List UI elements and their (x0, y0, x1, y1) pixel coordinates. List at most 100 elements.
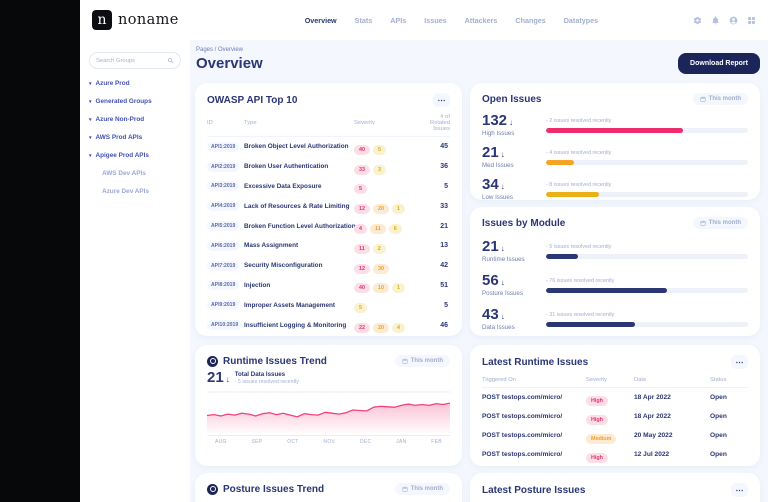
download-report-button[interactable]: Download Report (678, 53, 760, 74)
severity-badge-med: 11 (370, 224, 386, 235)
bell-icon[interactable] (711, 16, 720, 25)
posture-trend-period-button[interactable]: This month (394, 483, 450, 495)
stat-row: 132 ↓ High Issues - 2 issues resolved recen… (482, 113, 748, 137)
apps-icon[interactable] (747, 16, 756, 25)
x-tick-label: OCT (287, 439, 299, 445)
table-row[interactable]: API9:2019 Improper Assets Management 5 5 (207, 295, 450, 315)
runtime-trend-icon (207, 355, 218, 367)
row-total: 46 (440, 321, 448, 329)
sidebar-item-azure-dev-apis[interactable]: ▾Azure Dev APIs (102, 188, 181, 195)
sidebar-item-apigee-prod-apis[interactable]: ▾ Apigee Prod APIs (89, 152, 181, 159)
row-status: Open (710, 394, 727, 401)
severity-badge-high: 22 (354, 323, 370, 334)
down-arrow-icon: ↓ (509, 118, 514, 127)
latest-runtime-menu-button[interactable]: ⋯ (731, 355, 748, 369)
severity-badge-high: 33 (354, 164, 370, 175)
table-row[interactable]: API1:2019 Broken Object Level Authorizati… (207, 137, 450, 157)
left-letterbox (0, 0, 80, 502)
runtime-trend-period-button[interactable]: This month (394, 355, 450, 367)
period-label: This month (708, 96, 741, 102)
severity-badge-low: 1 (392, 283, 405, 294)
latest-posture-menu-button[interactable]: ⋯ (731, 483, 748, 497)
severity-badge-high: 4 (354, 224, 367, 235)
table-row[interactable]: POST testops.com/micro/High 18 Apr 2022 Op… (482, 407, 748, 426)
sidebar-item-azure-non-prod[interactable]: ▾ Azure Non-Prod (89, 116, 181, 123)
row-total: 5 (444, 301, 448, 309)
table-row[interactable]: API10:2019 Insufficient Logging & Monitor… (207, 315, 450, 335)
issues-by-module-stats: 21 ↓ Runtime Issues - 5 issues resolved rec… (482, 239, 748, 331)
table-row[interactable]: API4:2019 Lack of Resources & Rate Limiti… (207, 196, 450, 216)
row-status: Open (710, 451, 727, 458)
table-row[interactable]: API8:2019 Injection 40 10 1 51 (207, 276, 450, 296)
search-groups-input[interactable] (96, 57, 167, 64)
row-id-badge: API6:2019 (207, 240, 240, 251)
row-id-badge: API8:2019 (207, 280, 240, 291)
nav-issues[interactable]: Issues (424, 15, 447, 25)
runtime-trend-card: Runtime Issues Trend This month (195, 345, 462, 466)
sidebar-item-label: AWS Prod APIs (95, 134, 143, 141)
severity-badge-high: 40 (354, 144, 370, 155)
issues-by-module-card: Issues by Module This month (470, 207, 760, 336)
severity-badge-low: 6 (388, 224, 402, 235)
table-row[interactable]: POST testops.com/micro/Medium 20 May 2022… (482, 426, 748, 445)
posture-trend-card: Posture Issues Trend This month (195, 473, 462, 502)
table-row[interactable]: API5:2019 Broken Function Level Authoriza… (207, 216, 450, 236)
sidebar-item-azure-prod[interactable]: ▾ Azure Prod (89, 80, 181, 87)
col-status: Status (710, 377, 727, 383)
table-row[interactable]: API6:2019 Mass Assignment 11 2 13 (207, 236, 450, 256)
main-content: Pages / Overview Overview Download Repor… (190, 40, 768, 502)
sidebar-item-label: AWS Dev APIs (102, 170, 146, 177)
row-date: 12 Jul 2022 (634, 451, 670, 458)
sidebar-groups: ▾ Azure Prod ▾ Generated Groups ▾ Azure Non-P… (89, 80, 181, 195)
nav-attackers[interactable]: Attackers (464, 15, 498, 25)
gear-icon[interactable] (693, 16, 702, 25)
row-total: 42 (440, 262, 448, 270)
stat-label: High Issues (482, 130, 515, 137)
sidebar-item-aws-prod-apis[interactable]: ▾ AWS Prod APIs (89, 134, 181, 141)
nav-apis[interactable]: APIs (390, 15, 407, 25)
row-severity-badges: 4 11 6 (354, 217, 428, 235)
latest-posture-title: Latest Posture Issues (482, 484, 586, 496)
down-arrow-icon: ↓ (225, 375, 230, 384)
issues-by-module-period-button[interactable]: This month (692, 217, 748, 229)
user-icon[interactable] (729, 16, 738, 25)
severity-badge-low: 4 (392, 323, 405, 334)
nav-stats[interactable]: Stats (354, 15, 373, 25)
table-row[interactable]: API3:2019 Excessive Data Exposure 5 5 (207, 177, 450, 197)
open-issues-period-button[interactable]: This month (692, 93, 748, 105)
nav-datatypes[interactable]: Datatypes (563, 15, 599, 25)
search-groups-box[interactable] (89, 52, 181, 69)
stat-row: 21 ↓ Med Issues - 4 issues resolved recentl… (482, 145, 748, 169)
down-arrow-icon: ↓ (500, 244, 505, 253)
caret-down-icon: ▾ (89, 116, 92, 123)
row-type: Broken Function Level Authorization (244, 222, 356, 230)
severity-badge-low: 5 (354, 303, 367, 314)
stat-count: 43 ↓ (482, 306, 505, 323)
progress-track (546, 192, 748, 197)
caret-down-icon: ▾ (89, 152, 92, 159)
row-type: Excessive Data Exposure (244, 182, 322, 190)
row-total: 51 (440, 281, 448, 289)
table-row[interactable]: POST testops.com/micro/High 12 Jul 2022 Op… (482, 445, 748, 464)
row-id-badge: API10:2019 (207, 320, 243, 331)
table-row[interactable]: POST testops.com/micro/High 18 Apr 2022 Op… (482, 388, 748, 407)
owasp-menu-button[interactable]: ⋯ (433, 93, 450, 107)
period-label: This month (410, 486, 443, 492)
row-total: 33 (440, 202, 448, 210)
sidebar-item-generated-groups[interactable]: ▾ Generated Groups (89, 98, 181, 105)
progress-track (546, 254, 748, 259)
sidebar-item-aws-dev-apis[interactable]: ▾AWS Dev APIs (102, 170, 181, 177)
brand-logo[interactable]: n noname (92, 10, 179, 30)
nav-changes[interactable]: Changes (515, 15, 546, 25)
severity-badge-low: 3 (373, 164, 386, 175)
row-id-badge: API9:2019 (207, 300, 240, 311)
nav-overview[interactable]: Overview (304, 15, 337, 25)
severity-badge-med: 30 (373, 263, 389, 274)
severity-badge-high: 40 (354, 283, 370, 294)
table-row[interactable]: API2:2019 Broken User Authentication 33 3 36 (207, 157, 450, 177)
runtime-trend-count: 21 ↓ (207, 369, 230, 386)
breadcrumb[interactable]: Pages / Overview (196, 47, 244, 53)
table-row[interactable]: API7:2019 Security Misconfiguration 12 30 42 (207, 256, 450, 276)
calendar-icon (700, 96, 706, 102)
